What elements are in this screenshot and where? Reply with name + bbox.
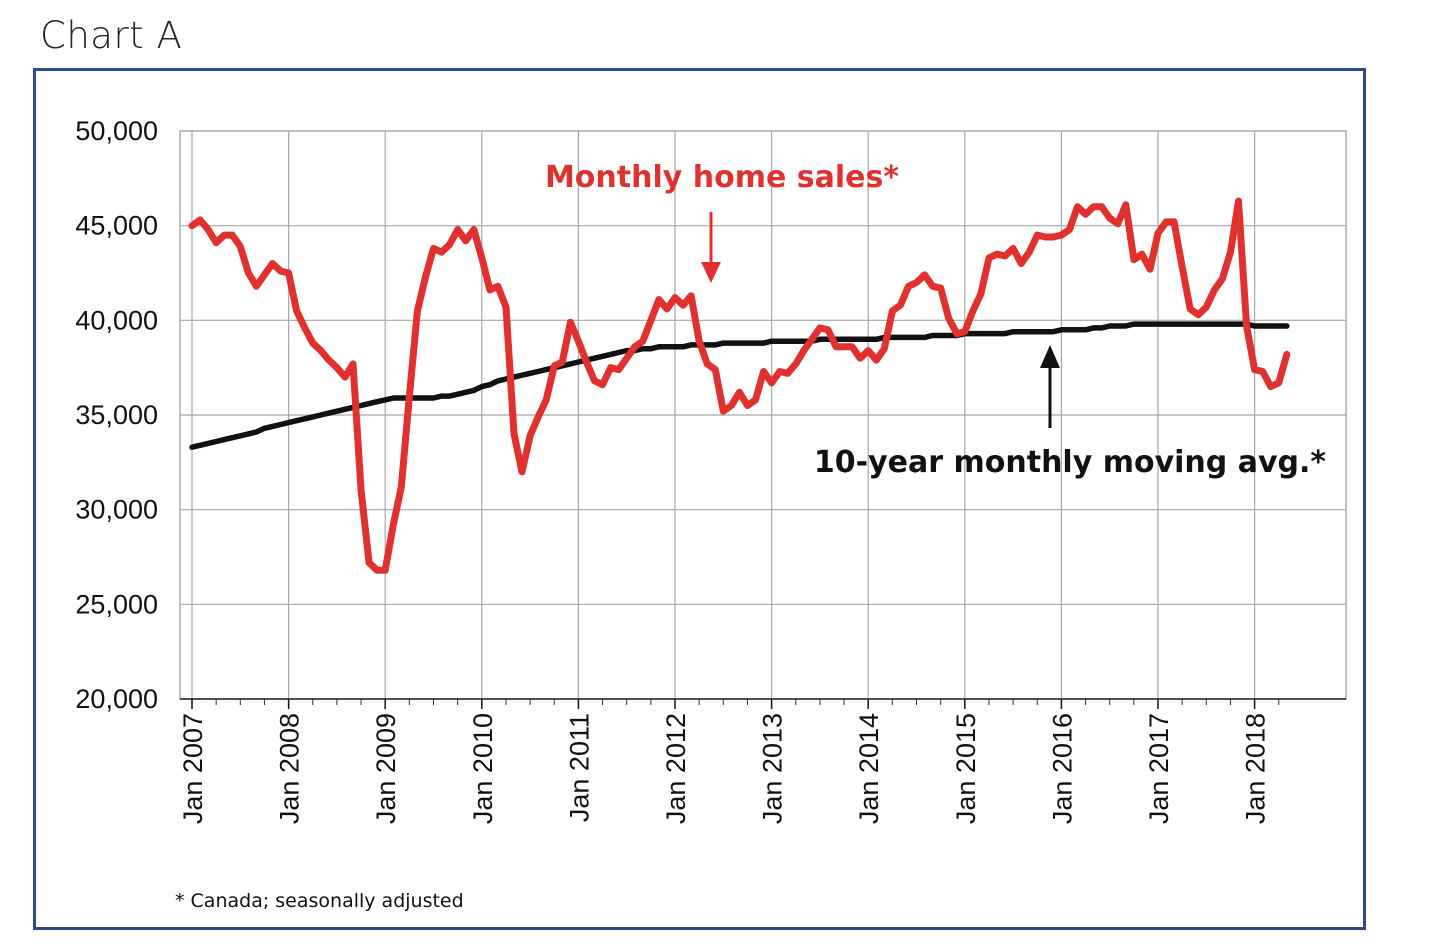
x-tick-label: Jan 2018 bbox=[1241, 713, 1271, 824]
avg-arrow-head bbox=[1040, 345, 1060, 368]
series-line-monthly-home-sales bbox=[188, 197, 1291, 574]
x-tick-label: Jan 2008 bbox=[275, 713, 305, 824]
x-tick-label: Jan 2010 bbox=[468, 713, 498, 824]
series-lines bbox=[188, 197, 1291, 574]
y-tick-label: 45,000 bbox=[75, 211, 158, 241]
sales-arrow-head bbox=[701, 262, 721, 283]
x-tick-label: Jan 2009 bbox=[371, 713, 401, 824]
x-axis-ticks: Jan 2007 Jan 2008 Jan 2009 Jan 2010 Jan 2011… bbox=[178, 713, 1271, 824]
footnote: * Canada; seasonally adjusted bbox=[175, 890, 464, 912]
x-tick-label: Jan 2007 bbox=[178, 713, 208, 824]
x-tick-label: Jan 2016 bbox=[1047, 713, 1077, 824]
x-tick-label: Jan 2012 bbox=[661, 713, 691, 824]
x-tick-label: Jan 2013 bbox=[758, 713, 788, 824]
y-tick-label: 40,000 bbox=[75, 305, 158, 335]
y-tick-label: 50,000 bbox=[75, 116, 158, 146]
y-tick-label: 30,000 bbox=[75, 495, 158, 525]
x-tick-label: Jan 2011 bbox=[564, 713, 594, 822]
x-tick-label: Jan 2014 bbox=[854, 713, 884, 824]
page-title: Chart A bbox=[40, 14, 183, 57]
annotations: Monthly home sales* 10-year monthly movi… bbox=[545, 160, 1326, 480]
x-tick-label: Jan 2015 bbox=[951, 713, 981, 824]
chart-frame bbox=[33, 68, 1366, 930]
x-tick-label: Jan 2017 bbox=[1144, 713, 1174, 824]
y-tick-label: 35,000 bbox=[75, 400, 158, 430]
y-tick-label: 25,000 bbox=[75, 589, 158, 619]
y-tick-label: 20,000 bbox=[75, 684, 158, 714]
series-line-moving-average bbox=[189, 321, 1290, 450]
sales-series-label: Monthly home sales* bbox=[545, 160, 899, 195]
y-axis-ticks: 20,000 25,000 30,000 35,000 40,000 45,000 50,0… bbox=[75, 116, 158, 714]
avg-series-label: 10-year monthly moving avg.* bbox=[814, 445, 1326, 480]
grid-lines bbox=[179, 130, 1347, 709]
